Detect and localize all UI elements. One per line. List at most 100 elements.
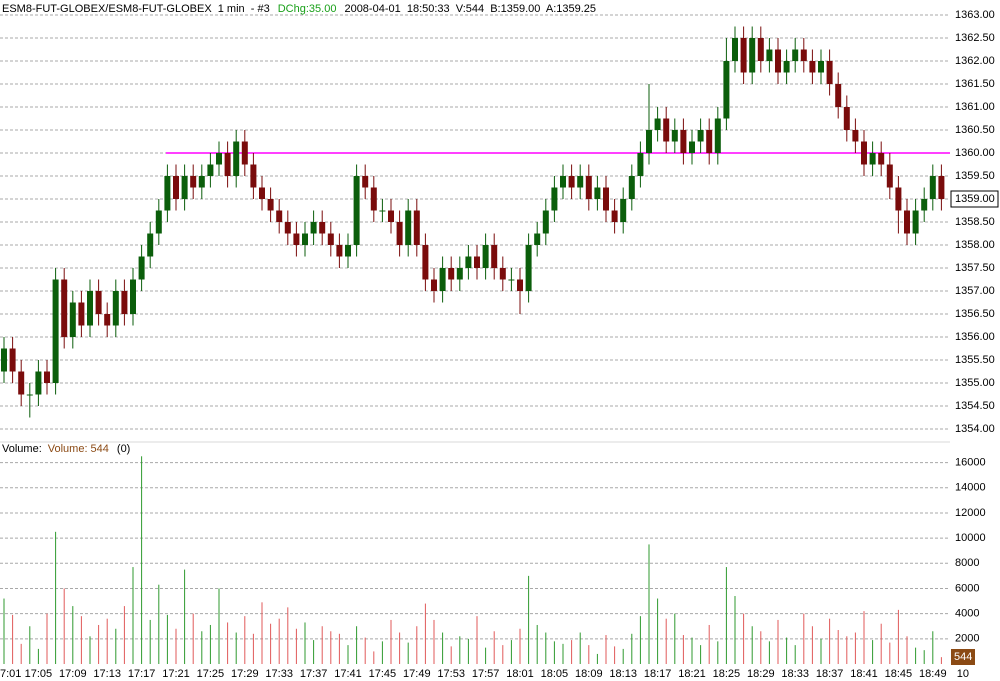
volume-bar	[467, 638, 469, 664]
volume-bar	[20, 643, 22, 664]
x-tick-label: 18:17	[644, 668, 672, 680]
volume-bar	[803, 613, 805, 664]
candle-body	[895, 187, 902, 211]
volume-bar	[416, 626, 418, 664]
volume-bar	[407, 642, 409, 664]
volume-bar	[373, 651, 375, 664]
y-tick-label: 8000	[955, 557, 979, 569]
candle-body	[250, 164, 257, 188]
volume-bar	[98, 624, 100, 664]
volume-bar	[270, 623, 272, 664]
candle-body	[405, 210, 412, 245]
candle-body	[809, 61, 816, 73]
candle-body	[448, 268, 455, 280]
candle-body	[646, 130, 652, 153]
x-tick-label: 17:41	[334, 668, 362, 680]
volume-bar	[872, 640, 874, 664]
candle-body	[284, 222, 291, 234]
candle-body	[904, 210, 910, 234]
candle-body	[508, 279, 515, 281]
candle-body	[654, 118, 661, 130]
volume-bar	[72, 606, 74, 664]
x-tick-label: 17:49	[403, 668, 431, 680]
volume-bar	[682, 635, 684, 664]
volume-bar	[545, 632, 547, 664]
candle-body	[388, 210, 394, 222]
candle-body	[431, 279, 437, 291]
volume-bar	[450, 646, 452, 664]
volume-bar	[674, 613, 676, 664]
candle-body	[87, 291, 93, 326]
candle-body	[353, 176, 360, 245]
volume-bar	[614, 646, 616, 664]
candle-body	[680, 130, 687, 153]
volume-bar	[37, 648, 39, 664]
volume-bar	[786, 637, 788, 664]
y-tick-label: 1356.00	[955, 331, 995, 343]
volume-bar	[846, 636, 848, 664]
quote-info: 2008-04-01 18:50:33 V:544 B:1359.00 A:13…	[344, 3, 596, 15]
candle-body	[671, 130, 678, 142]
x-tick-label: 18:25	[713, 668, 741, 680]
candle-body	[482, 245, 489, 268]
candle-body	[800, 49, 807, 61]
candle-body	[327, 233, 334, 245]
volume-bar	[89, 636, 91, 664]
candle-body	[69, 302, 76, 337]
candle-body	[852, 130, 859, 142]
volume-bar	[639, 616, 641, 664]
volume-bar	[932, 631, 934, 664]
x-tick-label: 18:41	[850, 668, 878, 680]
volume-bar	[588, 645, 590, 664]
volume-bar	[261, 602, 263, 664]
candle-body	[413, 210, 420, 245]
volume-bar	[536, 624, 538, 664]
y-tick-label: 1356.50	[955, 308, 995, 320]
volume-bar	[725, 567, 727, 664]
volume-bar	[906, 636, 908, 664]
y-tick-label: 12000	[955, 507, 986, 519]
candle-body	[26, 394, 33, 396]
candle-body	[749, 38, 756, 73]
volume-bar	[364, 637, 366, 664]
y-tick-label: 10000	[955, 532, 986, 544]
volume-bar	[166, 614, 168, 664]
y-tick-label: 1358.50	[955, 216, 995, 228]
candle-body	[173, 176, 179, 199]
y-tick-label: 1354.50	[955, 400, 995, 412]
volume-bar	[743, 613, 745, 664]
volume-bar	[3, 598, 5, 664]
volume-bar	[304, 622, 306, 664]
volume-bar	[493, 631, 495, 664]
volume-bar	[399, 632, 401, 664]
candle-body	[732, 38, 738, 61]
x-tick-label: 7:01	[0, 668, 21, 680]
x-tick-label: 17:13	[93, 668, 121, 680]
candle-body	[921, 199, 928, 211]
candle-body	[542, 210, 549, 234]
volume-bar	[175, 628, 177, 664]
volume-bar	[854, 632, 856, 664]
candle-body	[689, 141, 695, 153]
volume-bar	[571, 640, 573, 664]
y-tick-label: 1362.50	[955, 32, 995, 44]
volume-bar	[553, 641, 555, 664]
x-tick-label: 17:05	[25, 668, 53, 680]
volume-bar	[381, 641, 383, 664]
candle-body	[594, 187, 601, 199]
candle-body	[517, 279, 523, 291]
candle-body	[620, 199, 627, 222]
volume-bar	[648, 544, 650, 664]
candle-body	[783, 61, 790, 73]
candle-body	[379, 210, 386, 212]
volume-bar	[424, 603, 426, 664]
candle-body	[474, 256, 480, 268]
volume-bar	[708, 624, 710, 664]
volume-bar	[502, 645, 504, 664]
candle-body	[525, 245, 532, 291]
candle-body	[818, 61, 824, 73]
volume-bar	[923, 650, 925, 664]
candle-body	[198, 176, 205, 188]
volume-bar	[734, 596, 736, 664]
volume-bar	[940, 657, 942, 664]
